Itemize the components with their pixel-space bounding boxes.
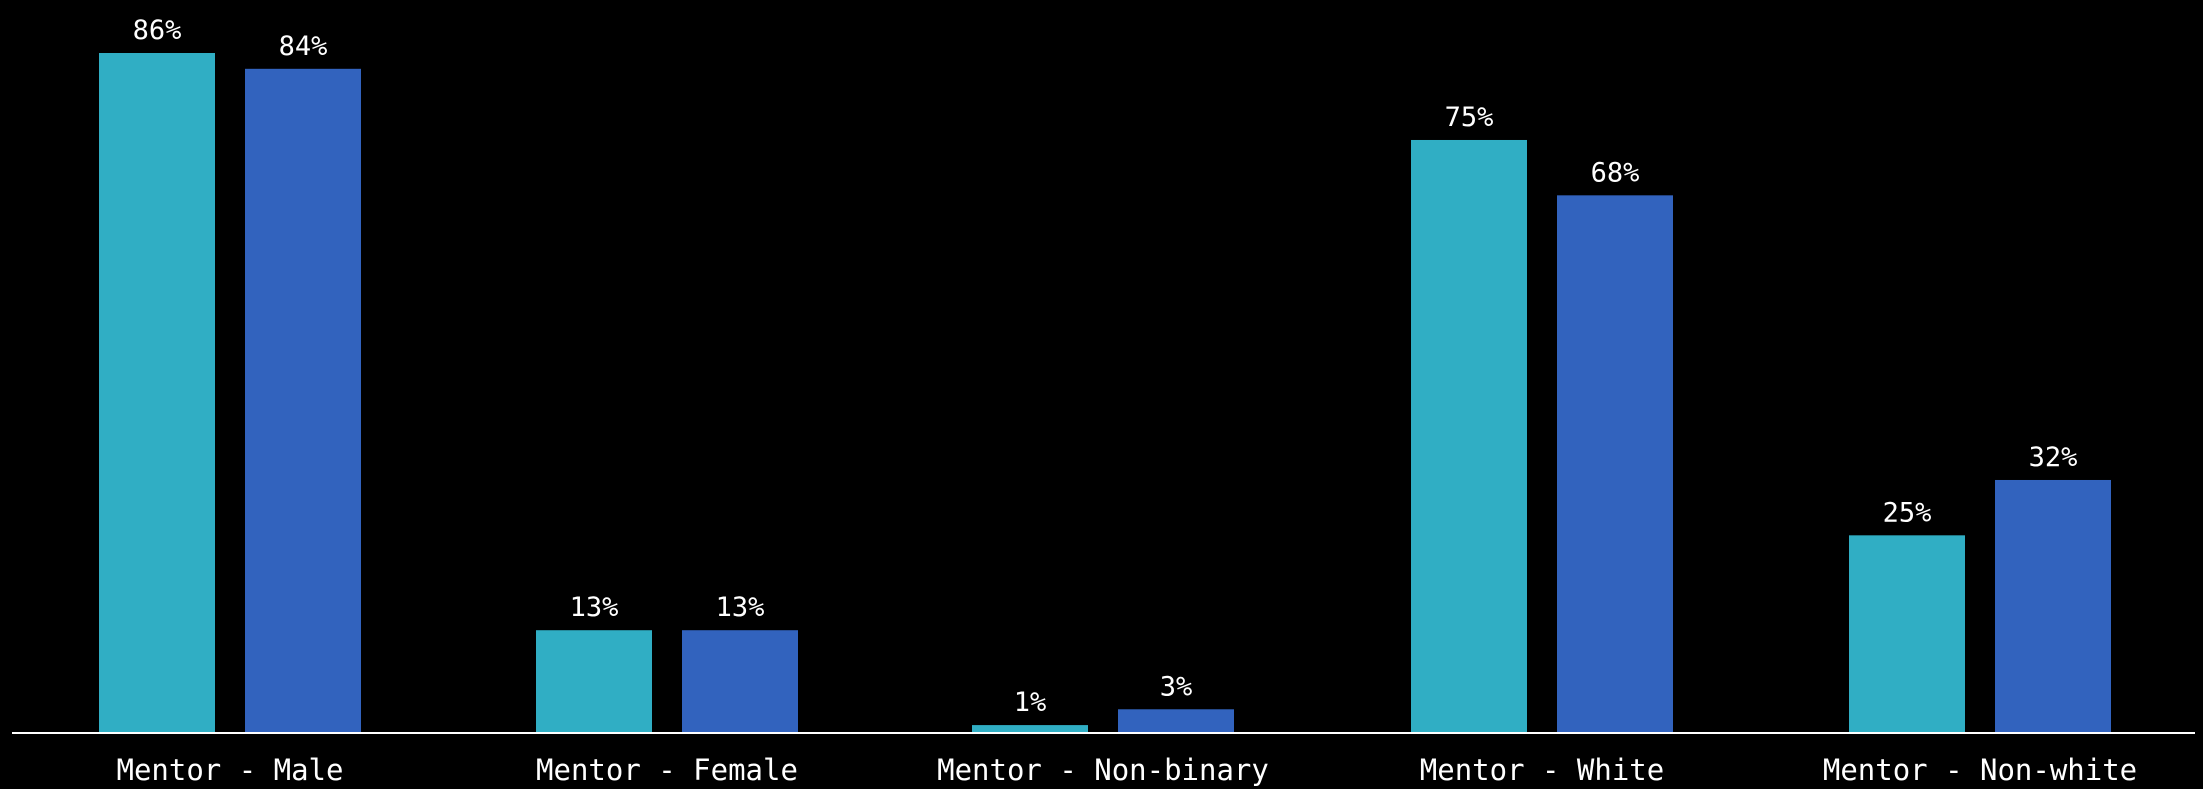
category-labels-layer: Mentor - Male Mentor - Female Mentor - Non…	[117, 753, 2138, 787]
bar-s2-c5	[1995, 479, 2111, 733]
bars-layer	[99, 53, 2111, 734]
bar-s2-c3	[1118, 709, 1234, 733]
data-label-s2-c1: 84%	[279, 31, 328, 62]
bar-s2-c4	[1557, 195, 1673, 734]
data-labels-layer: 86% 84% 13% 13% 1% 3% 75% 68% 25% 32%	[133, 15, 2078, 718]
bar-s1-c5	[1849, 535, 1965, 733]
data-label-s1-c3: 1%	[1014, 687, 1047, 718]
data-label-s1-c4: 75%	[1445, 102, 1494, 133]
data-label-s1-c1: 86%	[133, 15, 182, 46]
category-label-2: Mentor - Female	[536, 753, 798, 787]
data-label-s2-c2: 13%	[716, 592, 765, 623]
bar-s1-c4	[1411, 139, 1527, 733]
category-label-3: Mentor - Non-binary	[937, 753, 1269, 787]
bar-s2-c2	[682, 630, 798, 733]
bar-s1-c1	[99, 53, 215, 733]
category-label-1: Mentor - Male	[117, 753, 344, 787]
bar-s2-c1	[245, 68, 361, 733]
data-label-s2-c3: 3%	[1160, 671, 1193, 702]
data-label-s1-c5: 25%	[1883, 497, 1932, 528]
category-label-5: Mentor - Non-white	[1823, 753, 2137, 787]
data-label-s2-c5: 32%	[2029, 442, 2078, 473]
bar-s1-c2	[536, 630, 652, 733]
category-label-4: Mentor - White	[1420, 753, 1664, 787]
data-label-s2-c4: 68%	[1591, 157, 1640, 188]
bar-s1-c3	[972, 725, 1088, 733]
data-label-s1-c2: 13%	[570, 592, 619, 623]
